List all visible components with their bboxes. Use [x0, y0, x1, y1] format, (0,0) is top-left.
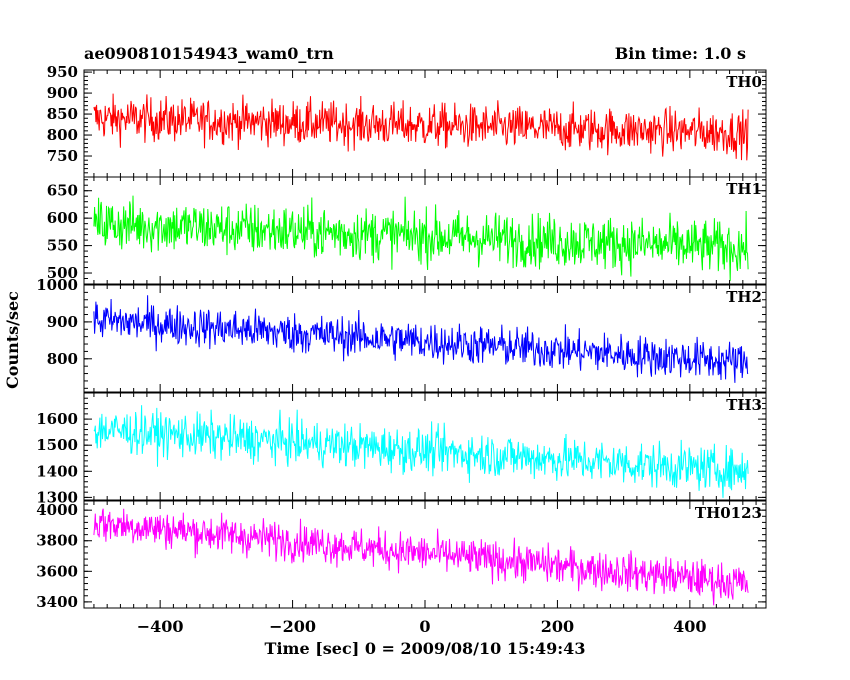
y-tick-label: 800	[47, 126, 78, 144]
y-tick-label: 550	[47, 237, 78, 255]
x-tick-label: 400	[673, 617, 706, 636]
x-axis-label: Time [sec] 0 = 2009/08/10 15:49:43	[265, 639, 586, 658]
y-tick-label: 1600	[36, 410, 78, 428]
panel-label: TH0123	[695, 504, 762, 522]
y-tick-label: 800	[47, 350, 78, 368]
y-tick-label: 850	[47, 105, 78, 123]
y-tick-label: 650	[47, 182, 78, 200]
bin-time-label: Bin time: 1.0 s	[614, 44, 746, 63]
y-tick-label: 750	[47, 147, 78, 165]
series-th0123	[93, 508, 749, 606]
x-axis: −400 −200 0 200 400	[137, 617, 707, 636]
y-tick-label: 1000	[36, 276, 78, 294]
x-tick-label: 0	[419, 617, 430, 636]
panel-th0: 750 800 850 900 950 TH0	[47, 63, 767, 178]
series-th0	[93, 93, 749, 161]
panel-label: TH1	[726, 180, 762, 198]
series-th1	[93, 195, 749, 281]
series-th2	[93, 295, 749, 383]
y-axis-label: Counts/sec	[3, 291, 22, 389]
panel-th3: 1300 1400 1500 1600 TH3	[36, 392, 767, 506]
panel-label: TH3	[726, 396, 762, 414]
y-tick-label: 900	[47, 84, 78, 102]
y-tick-label: 500	[47, 264, 78, 282]
y-tick-label: 1400	[36, 462, 78, 480]
series-th3	[93, 405, 749, 498]
y-tick-label: 1500	[36, 436, 78, 454]
y-tick-label: 600	[47, 209, 78, 227]
panel-label: TH2	[726, 288, 762, 306]
x-tick-label: −400	[137, 617, 184, 636]
chart-title: ae090810154943_wam0_trn	[84, 44, 334, 63]
panel-th2: 800 900 1000 TH2	[36, 276, 767, 393]
x-tick-label: 200	[541, 617, 574, 636]
panel-th1: 500 550 600 650 TH1	[47, 176, 767, 285]
panel-label: TH0	[726, 73, 762, 91]
y-tick-label: 3600	[36, 562, 78, 580]
panels: 750 800 850 900 950 TH0 500 550 600 650 TH1 800 900 1…	[36, 63, 767, 611]
y-tick-label: 4000	[36, 501, 78, 519]
panel-th0123: 3400 3600 3800 4000 TH0123	[36, 500, 767, 611]
y-tick-label: 3400	[36, 593, 78, 611]
y-tick-label: 1300	[36, 488, 78, 506]
y-tick-label: 950	[47, 63, 78, 81]
y-tick-label: 3800	[36, 532, 78, 550]
panel-frame	[83, 69, 767, 178]
x-tick-label: −200	[269, 617, 316, 636]
y-tick-label: 900	[47, 313, 78, 331]
